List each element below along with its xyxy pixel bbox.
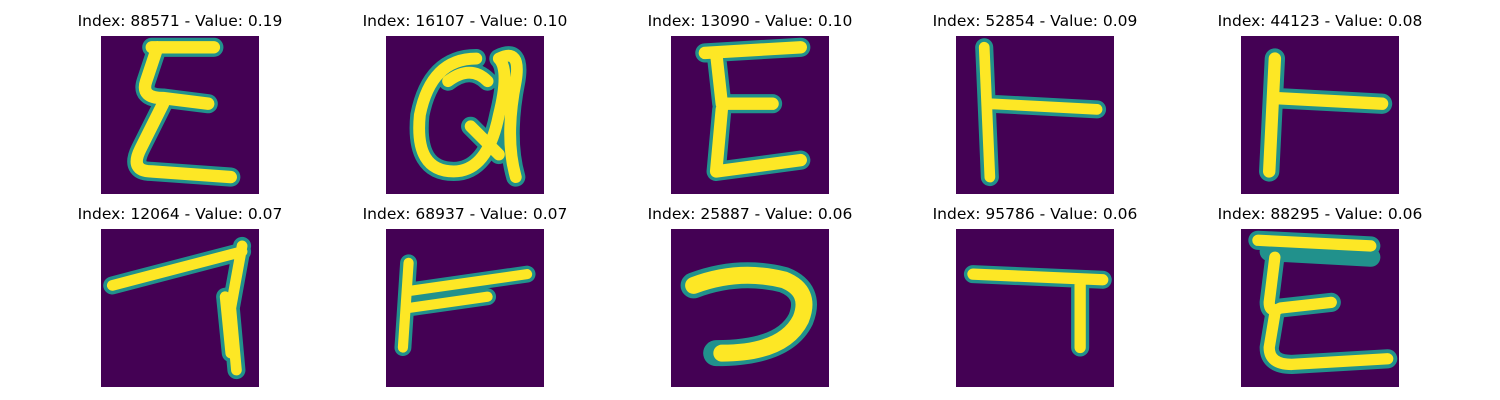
digit-image <box>1241 229 1399 387</box>
digit-image <box>101 36 259 194</box>
cell-title: Index: 25887 - Value: 0.06 <box>647 205 853 223</box>
grid-cell: Index: 25887 - Value: 0.06 <box>620 203 880 387</box>
digit-image <box>386 36 544 194</box>
grid-cell: Index: 52854 - Value: 0.09 <box>905 10 1165 194</box>
digit-image <box>101 229 259 387</box>
grid-cell: Index: 16107 - Value: 0.10 <box>335 10 595 194</box>
digit-image-glyph <box>671 229 829 387</box>
digit-image-glyph <box>386 229 544 387</box>
cell-title: Index: 95786 - Value: 0.06 <box>932 205 1138 223</box>
cell-title: Index: 68937 - Value: 0.07 <box>362 205 568 223</box>
grid-cell: Index: 68937 - Value: 0.07 <box>335 203 595 387</box>
digit-image-glyph <box>671 36 829 194</box>
digit-image <box>956 229 1114 387</box>
digit-image-glyph <box>956 229 1114 387</box>
cell-title: Index: 16107 - Value: 0.10 <box>362 12 568 30</box>
cell-title: Index: 52854 - Value: 0.09 <box>932 12 1138 30</box>
digit-image-glyph <box>101 36 259 194</box>
cell-title: Index: 44123 - Value: 0.08 <box>1217 12 1423 30</box>
cell-title: Index: 88295 - Value: 0.06 <box>1217 205 1423 223</box>
cell-title: Index: 88571 - Value: 0.19 <box>77 12 283 30</box>
grid-cell: Index: 12064 - Value: 0.07 <box>50 203 310 387</box>
digit-image-glyph <box>101 229 259 387</box>
digit-image-glyph <box>1241 229 1399 387</box>
grid-cell: Index: 13090 - Value: 0.10 <box>620 10 880 194</box>
digit-image <box>671 36 829 194</box>
cell-title: Index: 13090 - Value: 0.10 <box>647 12 853 30</box>
grid-cell: Index: 44123 - Value: 0.08 <box>1190 10 1450 194</box>
digit-image <box>1241 36 1399 194</box>
digit-image <box>956 36 1114 194</box>
digit-image-glyph <box>386 36 544 194</box>
digit-image-glyph <box>1241 36 1399 194</box>
digit-image <box>671 229 829 387</box>
grid-cell: Index: 95786 - Value: 0.06 <box>905 203 1165 387</box>
digit-image-glyph <box>956 36 1114 194</box>
grid-cell: Index: 88571 - Value: 0.19 <box>50 10 310 194</box>
digit-image <box>386 229 544 387</box>
cell-title: Index: 12064 - Value: 0.07 <box>77 205 283 223</box>
grid-cell: Index: 88295 - Value: 0.06 <box>1190 203 1450 387</box>
